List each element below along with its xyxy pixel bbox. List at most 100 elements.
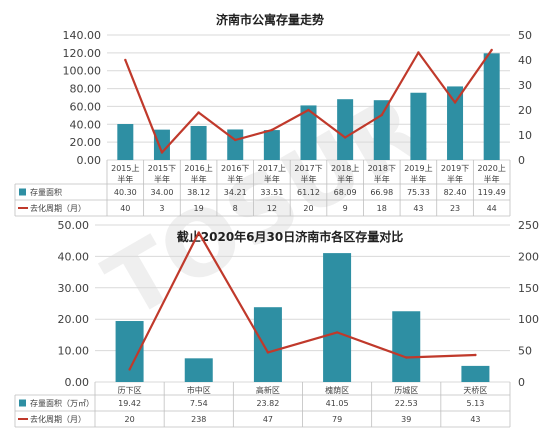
x-category-label: 半年 <box>227 174 243 184</box>
line-point-8 <box>417 51 420 54</box>
y-left-tick-label: 20.00 <box>58 313 90 326</box>
bar-1 <box>153 129 170 160</box>
data-label-line: 20 <box>124 415 134 424</box>
bar-0 <box>117 124 134 160</box>
data-label-bar: 66.98 <box>370 188 393 197</box>
line-point-6 <box>343 136 347 139</box>
legend-line-label: 去化周期（月） <box>30 203 86 213</box>
data-label-line: 39 <box>401 415 411 424</box>
x-category-label: 2020上 <box>478 164 506 173</box>
line-point-4 <box>405 356 408 359</box>
y-left-tick-label: 0.00 <box>77 154 102 167</box>
y-left-tick-label: 120.00 <box>63 47 102 60</box>
x-category-label: 市中区 <box>187 385 211 395</box>
data-label-line: 20 <box>303 204 313 213</box>
bar-8 <box>410 92 427 160</box>
x-category-label: 半年 <box>374 174 390 184</box>
x-category-label: 2017下 <box>294 164 322 173</box>
legend-bar-swatch <box>19 399 26 407</box>
x-category-label: 半年 <box>154 174 170 184</box>
line-point-1 <box>160 151 164 154</box>
x-category-label: 2018上 <box>331 164 359 173</box>
y-right-tick-label: 20 <box>518 104 532 117</box>
y-left-tick-label: 100.00 <box>63 65 102 78</box>
line-point-0 <box>124 58 127 62</box>
bar-4 <box>392 311 421 382</box>
x-category-label: 2015上 <box>111 164 139 173</box>
data-label-bar: 19.42 <box>118 399 141 408</box>
y-left-tick-label: 20.00 <box>70 136 102 149</box>
y-right-tick-label: 200 <box>518 250 539 263</box>
bar-2 <box>253 307 282 382</box>
data-label-bar: 82.40 <box>444 188 467 197</box>
y-right-tick-label: 250 <box>518 219 539 232</box>
data-label-bar: 33.51 <box>260 188 283 197</box>
y-left-tick-label: 10.00 <box>58 345 90 358</box>
data-label-line: 12 <box>267 204 277 213</box>
x-category-label: 半年 <box>410 174 426 184</box>
data-label-line: 40 <box>120 204 130 213</box>
bar-9 <box>447 86 464 160</box>
data-label-line: 9 <box>343 204 348 213</box>
x-category-label: 高新区 <box>256 385 280 395</box>
bar-1 <box>184 358 213 382</box>
y-left-tick-label: 140.00 <box>63 29 102 42</box>
y-right-tick-label: 100 <box>518 313 539 326</box>
data-label-bar: 75.33 <box>407 188 430 197</box>
bar-4 <box>263 130 280 160</box>
y-right-tick-label: 10 <box>518 129 532 142</box>
data-label-bar: 23.82 <box>256 399 279 408</box>
y-left-tick-label: 0.00 <box>65 376 90 389</box>
x-category-label: 历下区 <box>118 386 142 395</box>
y-right-tick-label: 40 <box>518 54 532 67</box>
data-label-bar: 7.54 <box>190 399 208 408</box>
y-right-tick-label: 50 <box>518 29 532 42</box>
data-label-bar: 5.13 <box>467 399 485 408</box>
y-left-tick-label: 30.00 <box>58 282 90 295</box>
data-label-line: 47 <box>263 415 273 424</box>
line-series-path <box>128 231 476 370</box>
bar-2 <box>190 125 207 160</box>
legend-bar-label: 存量面积（万㎡） <box>30 398 94 408</box>
x-category-label: 2019下 <box>441 164 469 173</box>
data-label-line: 43 <box>413 204 423 213</box>
x-category-label: 历城区 <box>394 386 418 395</box>
line-point-7 <box>380 113 383 117</box>
x-category-label: 半年 <box>301 174 317 184</box>
line-point-3 <box>234 138 237 142</box>
line-point-1 <box>197 231 200 234</box>
line-point-10 <box>490 48 493 52</box>
chart-2-district-comparison: 截止2020年6月30日济南市各区存量对比 0.00 10.00 20.00 30.0… <box>14 219 539 428</box>
data-label-bar: 22.53 <box>395 399 418 408</box>
data-label-line: 238 <box>191 415 206 424</box>
legend-bar-swatch <box>19 188 26 196</box>
legend-bar-label: 存量面积 <box>30 187 62 197</box>
y-left-tick-label: 60.00 <box>70 100 102 113</box>
data-label-line: 23 <box>450 204 460 213</box>
y-right-tick-label: 50 <box>518 345 532 358</box>
bar-5 <box>461 365 490 382</box>
data-label-bar: 34.21 <box>224 188 247 197</box>
x-category-label: 半年 <box>264 174 280 184</box>
x-category-label: 2018下 <box>368 164 396 173</box>
x-category-label: 半年 <box>337 174 353 184</box>
line-point-2 <box>197 111 200 114</box>
y-right-tick-label: 0 <box>518 376 525 389</box>
data-label-line: 8 <box>233 204 238 213</box>
bar-7 <box>373 100 390 160</box>
line-point-3 <box>335 331 339 334</box>
y-right-tick-label: 0 <box>518 154 525 167</box>
x-category-label: 2017上 <box>258 164 286 173</box>
bar-3 <box>227 129 244 160</box>
y-right-tick-label: 30 <box>518 79 532 92</box>
line-point-5 <box>474 353 477 357</box>
y-right-tick-label: 150 <box>518 282 539 295</box>
x-category-label: 2015下 <box>148 164 176 173</box>
data-label-bar: 40.30 <box>114 188 137 197</box>
line-point-2 <box>266 351 270 354</box>
legend-line-label: 去化周期（月） <box>30 414 86 424</box>
y-left-tick-label: 50.00 <box>58 219 90 232</box>
x-category-label: 半年 <box>117 174 133 184</box>
data-label-line: 43 <box>470 415 480 424</box>
